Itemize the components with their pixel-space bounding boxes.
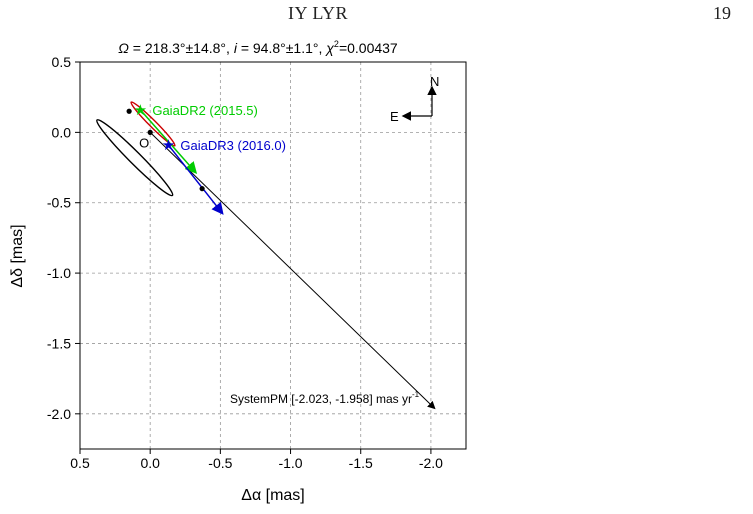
x-tick-label: 0.0	[140, 455, 160, 471]
origin-label: O	[139, 135, 149, 150]
system-pm-label-text: SystemPM [-2.023, -1.958] mas yr	[230, 392, 412, 406]
system-pm-vector	[149, 132, 436, 410]
running-title: IY LYR	[288, 3, 349, 23]
x-tick-label: -2.0	[419, 455, 443, 471]
x-tick-label: -1.5	[349, 455, 373, 471]
chi-value: =0.00437	[339, 40, 398, 56]
compass-east-label: E	[390, 109, 399, 124]
page-number: 19	[713, 3, 731, 23]
plot-frame	[79, 61, 467, 450]
position-point	[199, 186, 205, 192]
chart-title: Ω = 218.3°±14.8°, i = 94.8°±1.1°, χ2=0.0…	[118, 39, 398, 56]
axes: 0.5 0.0 -0.5 -1.0 -1.5 -2.0 0.5 0.0 -0.5 -1.0 -1.5…	[47, 54, 443, 471]
x-tick-label: 0.5	[70, 455, 90, 471]
x-axis-label: Δα [mas]	[241, 487, 305, 504]
omega-value: = 218.3°±14.8°,	[129, 40, 234, 56]
position-point	[126, 108, 132, 114]
gaia-point-label: GaiaDR2 (2015.5)	[152, 103, 258, 118]
page-header: IY LYR 19	[0, 0, 753, 30]
orbit-ellipse	[96, 119, 174, 197]
gaia-point-marker: ★	[162, 137, 175, 154]
y-tick-label: 0.0	[52, 124, 72, 140]
inclination-value: = 94.8°±1.1°,	[237, 40, 326, 56]
omega-symbol: Ω	[118, 40, 129, 56]
gaia-point-label: GaiaDR3 (2016.0)	[180, 138, 285, 153]
y-tick-label: -2.0	[47, 406, 71, 422]
orbit-ellipse	[130, 101, 176, 147]
plot-data: ★ GaiaDR2 (2015.5) ★ GaiaDR3 (2016.0) O Syste…	[96, 101, 436, 410]
x-tick-label: -1.0	[278, 455, 302, 471]
gaia-pm-arrow	[167, 144, 224, 215]
y-tick-label: -0.5	[47, 195, 71, 211]
y-axis-label: Δδ [mas]	[9, 224, 26, 287]
y-tick-label: -1.5	[47, 335, 71, 351]
x-tick-label: -0.5	[208, 455, 232, 471]
y-tick-label: -1.0	[47, 265, 71, 281]
compass-north-label: N	[430, 74, 439, 89]
gaia-point-marker: ★	[134, 102, 147, 119]
chi-symbol: χ	[324, 40, 334, 56]
chi-superscript: 2	[334, 39, 339, 49]
grid	[80, 62, 466, 449]
inclination-symbol: i	[234, 40, 238, 56]
position-point	[147, 129, 153, 135]
gaia-pm-arrow	[139, 109, 198, 175]
system-pm-label-superscript: -1	[412, 390, 420, 399]
system-pm-label: SystemPM [-2.023, -1.958] mas yr-1	[230, 390, 420, 406]
y-tick-label: 0.5	[52, 54, 72, 70]
compass: N E	[390, 74, 439, 124]
